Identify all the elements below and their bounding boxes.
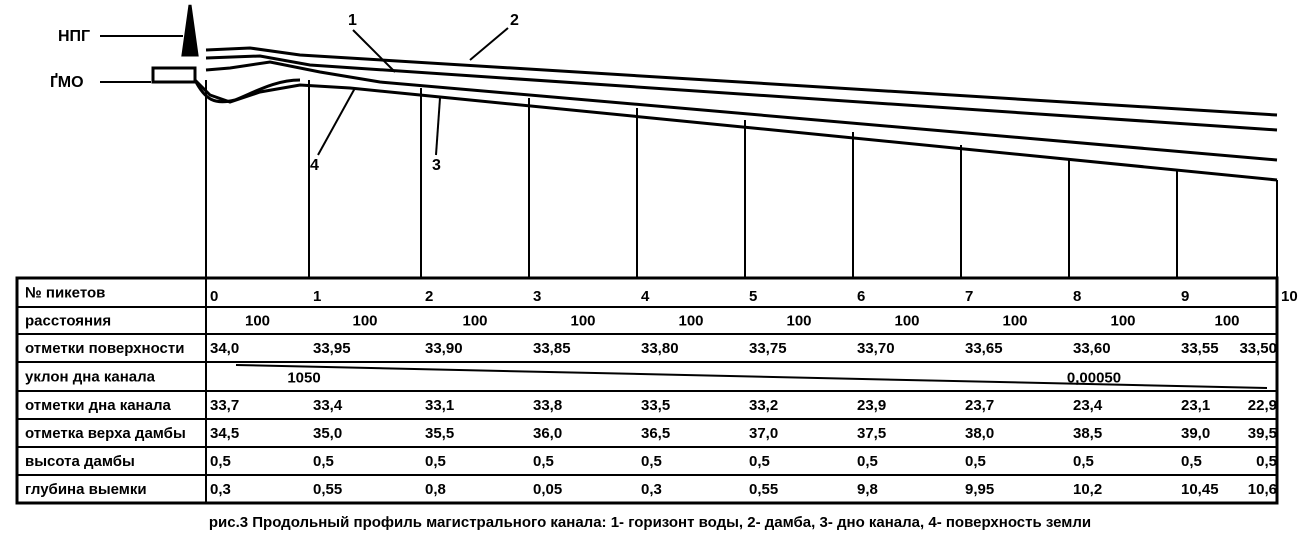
svg-text:0,5: 0,5 <box>313 453 334 470</box>
svg-text:37,0: 37,0 <box>749 425 778 442</box>
svg-text:100: 100 <box>245 313 270 330</box>
svg-text:33,65: 33,65 <box>965 340 1003 357</box>
svg-text:100: 100 <box>1214 313 1239 330</box>
svg-text:33,75: 33,75 <box>749 340 787 357</box>
svg-text:0,5: 0,5 <box>1256 453 1277 470</box>
svg-text:33,2: 33,2 <box>749 397 778 414</box>
svg-text:7: 7 <box>965 288 973 305</box>
svg-text:100: 100 <box>1110 313 1135 330</box>
svg-text:0,5: 0,5 <box>857 453 878 470</box>
svg-text:36,0: 36,0 <box>533 425 562 442</box>
svg-text:33,70: 33,70 <box>857 340 895 357</box>
svg-text:0,8: 0,8 <box>425 481 446 498</box>
svg-text:0,5: 0,5 <box>749 453 770 470</box>
svg-text:0,55: 0,55 <box>313 481 342 498</box>
svg-text:33,7: 33,7 <box>210 397 239 414</box>
svg-text:33,5: 33,5 <box>641 397 670 414</box>
svg-text:10: 10 <box>1281 288 1298 305</box>
svg-text:10,45: 10,45 <box>1181 481 1219 498</box>
svg-text:9,95: 9,95 <box>965 481 994 498</box>
svg-text:1: 1 <box>348 12 357 29</box>
svg-text:6: 6 <box>857 288 865 305</box>
svg-text:35,0: 35,0 <box>313 425 342 442</box>
svg-text:0,5: 0,5 <box>641 453 662 470</box>
svg-text:33,85: 33,85 <box>533 340 571 357</box>
svg-text:33,90: 33,90 <box>425 340 463 357</box>
svg-text:37,5: 37,5 <box>857 425 886 442</box>
svg-text:33,8: 33,8 <box>533 397 562 414</box>
svg-text:2: 2 <box>510 12 519 29</box>
svg-text:34,5: 34,5 <box>210 425 239 442</box>
svg-text:1: 1 <box>313 288 321 305</box>
svg-text:0,5: 0,5 <box>533 453 554 470</box>
diagram-svg: НПГ ҐМО 1 2 4 3 № пикетов расстояния отметки пов… <box>0 0 1300 510</box>
svg-text:ҐМО: ҐМО <box>50 72 84 91</box>
svg-text:2: 2 <box>425 288 433 305</box>
svg-text:39,0: 39,0 <box>1181 425 1210 442</box>
svg-text:100: 100 <box>786 313 811 330</box>
svg-text:38,5: 38,5 <box>1073 425 1102 442</box>
svg-text:0,5: 0,5 <box>965 453 986 470</box>
svg-text:уклон дна канала: уклон дна канала <box>25 369 156 386</box>
svg-text:НПГ: НПГ <box>58 28 90 45</box>
svg-text:0,5: 0,5 <box>210 453 231 470</box>
svg-text:100: 100 <box>678 313 703 330</box>
svg-text:33,1: 33,1 <box>425 397 454 414</box>
svg-text:4: 4 <box>641 288 650 305</box>
svg-text:38,0: 38,0 <box>965 425 994 442</box>
svg-text:0,3: 0,3 <box>641 481 662 498</box>
svg-text:100: 100 <box>462 313 487 330</box>
figure-caption: рис.3 Продольный профиль магистрального … <box>0 514 1300 531</box>
svg-text:39,5: 39,5 <box>1248 425 1277 442</box>
svg-text:0,3: 0,3 <box>210 481 231 498</box>
svg-text:отметка верха дамбы: отметка верха дамбы <box>25 425 186 442</box>
svg-text:9,8: 9,8 <box>857 481 878 498</box>
svg-text:0: 0 <box>210 288 218 305</box>
svg-text:23,4: 23,4 <box>1073 397 1103 414</box>
svg-text:3: 3 <box>432 157 441 174</box>
svg-text:10,2: 10,2 <box>1073 481 1102 498</box>
svg-text:0,55: 0,55 <box>749 481 778 498</box>
svg-text:10,6: 10,6 <box>1248 481 1277 498</box>
svg-text:33,4: 33,4 <box>313 397 343 414</box>
svg-text:3: 3 <box>533 288 541 305</box>
svg-text:23,7: 23,7 <box>965 397 994 414</box>
svg-text:4: 4 <box>310 157 319 174</box>
svg-text:33,50: 33,50 <box>1239 340 1277 357</box>
svg-text:22,9: 22,9 <box>1248 397 1277 414</box>
svg-text:100: 100 <box>1002 313 1027 330</box>
svg-text:35,5: 35,5 <box>425 425 454 442</box>
svg-text:9: 9 <box>1181 288 1189 305</box>
svg-text:1050: 1050 <box>287 370 320 387</box>
svg-text:0,5: 0,5 <box>1073 453 1094 470</box>
svg-text:34,0: 34,0 <box>210 340 239 357</box>
svg-text:отметки дна канала: отметки дна канала <box>25 397 171 414</box>
svg-text:100: 100 <box>894 313 919 330</box>
svg-text:100: 100 <box>570 313 595 330</box>
svg-text:0,05: 0,05 <box>533 481 562 498</box>
svg-text:33,95: 33,95 <box>313 340 351 357</box>
svg-text:расстояния: расстояния <box>25 313 111 330</box>
svg-text:глубина выемки: глубина выемки <box>25 481 147 498</box>
svg-text:5: 5 <box>749 288 757 305</box>
svg-text:№ пикетов: № пикетов <box>25 285 105 302</box>
svg-text:высота дамбы: высота дамбы <box>25 453 135 470</box>
svg-text:8: 8 <box>1073 288 1081 305</box>
svg-text:23,1: 23,1 <box>1181 397 1210 414</box>
svg-text:33,60: 33,60 <box>1073 340 1111 357</box>
svg-text:0,5: 0,5 <box>425 453 446 470</box>
svg-text:33,80: 33,80 <box>641 340 679 357</box>
svg-text:0,5: 0,5 <box>1181 453 1202 470</box>
svg-text:23,9: 23,9 <box>857 397 886 414</box>
svg-text:33,55: 33,55 <box>1181 340 1219 357</box>
svg-text:100: 100 <box>352 313 377 330</box>
svg-text:36,5: 36,5 <box>641 425 670 442</box>
figure-container: НПГ ҐМО 1 2 4 3 № пикетов расстояния отметки пов… <box>0 0 1300 536</box>
svg-text:отметки поверхности: отметки поверхности <box>25 340 184 357</box>
